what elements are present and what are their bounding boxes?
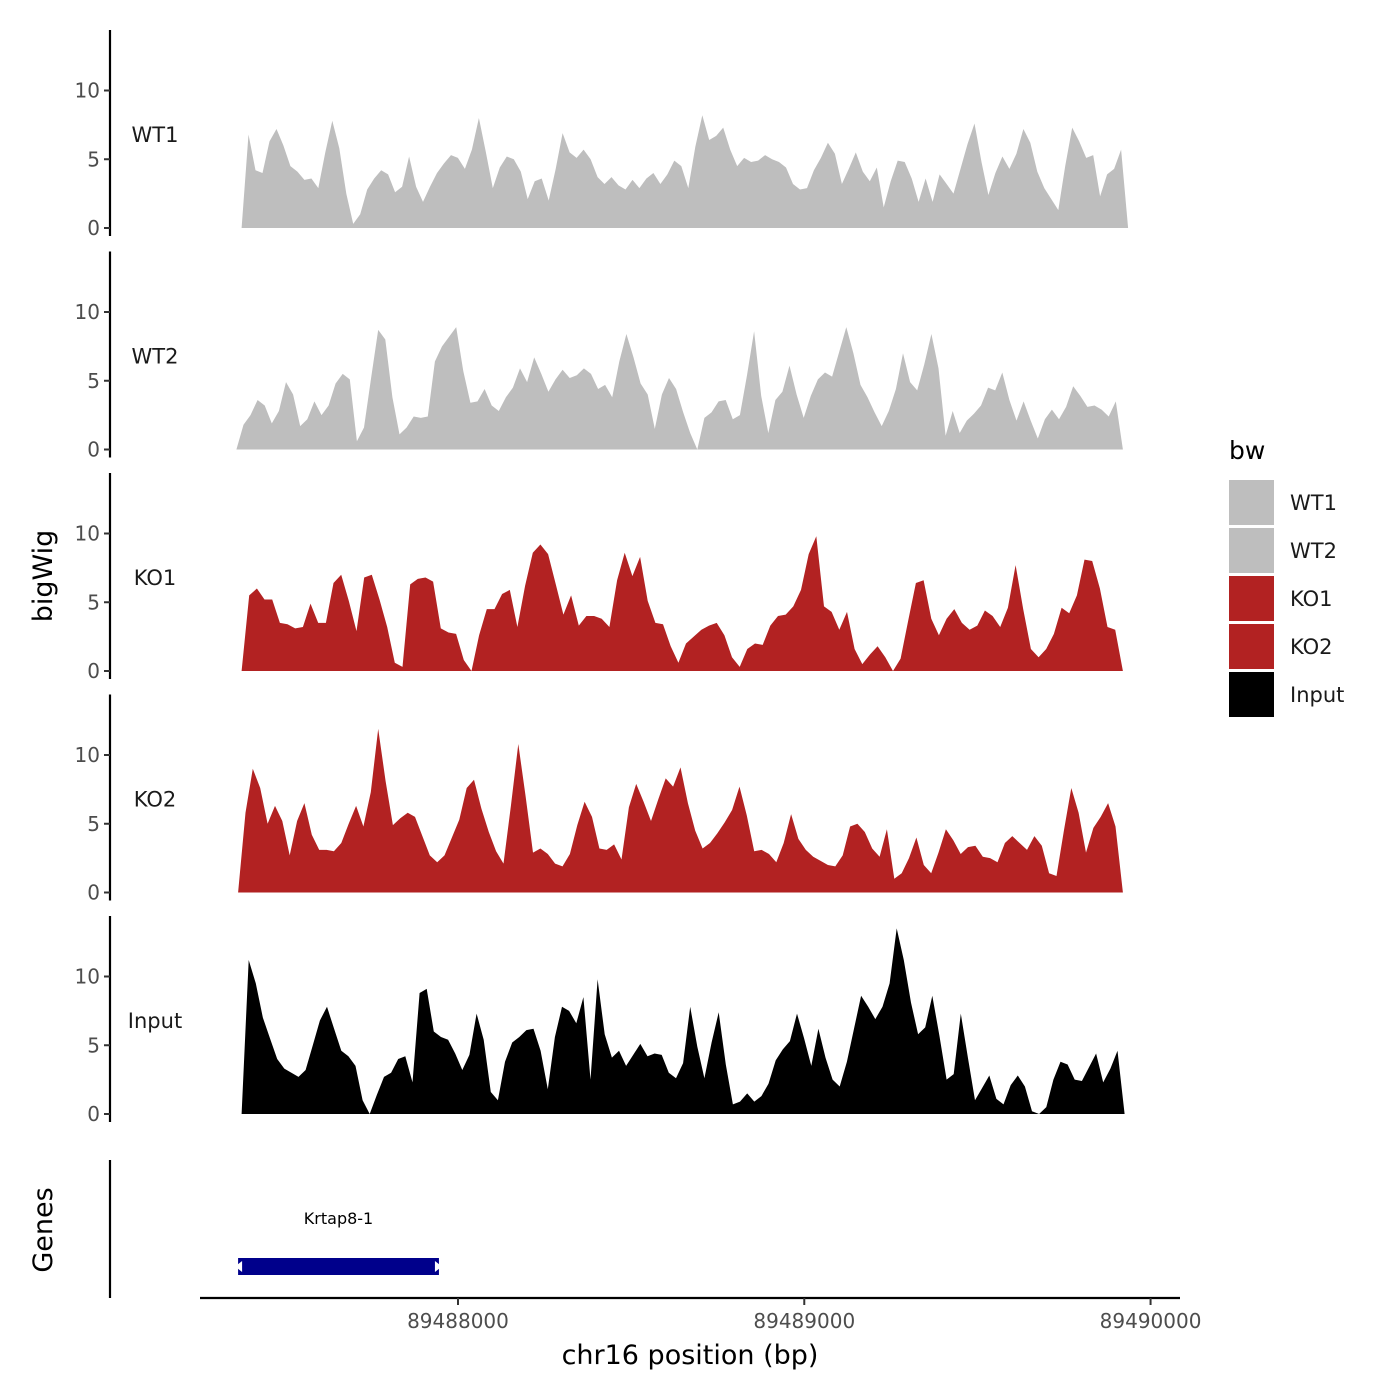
y-tick-label: 0 [87,659,100,683]
coverage-area-input [241,928,1125,1114]
track-label: WT2 [132,345,179,369]
y-tick-label: 10 [75,79,100,103]
legend-label: WT2 [1290,539,1337,563]
x-axis-title: chr16 position (bp) [562,1340,819,1371]
gene-body [238,1258,439,1275]
legend-swatch [1229,528,1274,573]
legend-label: KO1 [1290,587,1333,611]
coverage-area-wt1 [241,115,1129,228]
track-wt2: 0 5 10 WT2 [75,251,1123,462]
genes-panel: Krtap8-1 [108,1160,442,1298]
track-ko2: 0 5 10 KO2 [75,694,1123,905]
gene-label: Krtap8-1 [304,1209,373,1228]
gene-strand-arrow-left [235,1261,243,1272]
legend-entry-wt1: WT1 [1229,480,1337,525]
x-tick-label: 89490000 [1100,1309,1202,1333]
genes-axis-title: Genes [28,1187,59,1272]
legend-entry-ko2: KO2 [1229,624,1333,669]
track-label: WT1 [132,123,179,147]
legend-label: KO2 [1290,635,1333,659]
legend-label: WT1 [1290,491,1337,515]
gene-krtap8-1: Krtap8-1 [235,1209,442,1275]
x-axis: 89488000 89489000 89490000 [200,1296,1202,1333]
y-tick-label: 5 [87,147,100,171]
y-tick-label: 10 [75,743,100,767]
coverage-area-ko2 [238,728,1123,893]
track-label: Input [128,1009,182,1033]
legend-swatch [1229,480,1274,525]
legend-entry-input: Input [1229,672,1344,717]
coverage-area-ko1 [241,536,1123,671]
legend-swatch [1229,672,1274,717]
y-tick-label: 10 [75,965,100,989]
track-input: 0 5 10 Input [75,916,1125,1126]
legend-title: bw [1229,436,1265,465]
y-tick-label: 5 [87,369,100,393]
legend: bw WT1 WT2 KO1 KO2 Input [1229,436,1344,717]
x-tick-label: 89488000 [407,1309,509,1333]
y-tick-label: 0 [87,216,100,240]
y-axis-title: bigWig [28,530,59,623]
legend-entry-ko1: KO1 [1229,576,1333,621]
legend-swatch [1229,576,1274,621]
y-tick-label: 0 [87,1102,100,1126]
y-tick-label: 5 [87,1033,100,1057]
y-tick-label: 5 [87,590,100,614]
track-wt1: 0 5 10 WT1 [75,30,1129,240]
x-tick-label: 89489000 [753,1309,855,1333]
legend-label: Input [1290,683,1344,707]
y-tick-label: 5 [87,812,100,836]
track-label: KO2 [134,788,177,812]
y-tick-label: 0 [87,881,100,905]
bigwig-tracks: 0 5 10 WT1 0 5 10 WT2 0 5 10 KO1 0 5 10 KO2 0 5 10 Input [75,30,1129,1126]
track-label: KO1 [134,566,177,590]
coverage-area-wt2 [236,327,1123,450]
y-tick-label: 10 [75,300,100,324]
legend-swatch [1229,624,1274,669]
y-tick-label: 10 [75,522,100,546]
y-tick-label: 0 [87,438,100,462]
legend-entry-wt2: WT2 [1229,528,1337,573]
gene-strand-arrow-right [434,1261,442,1272]
track-ko1: 0 5 10 KO1 [75,473,1123,683]
